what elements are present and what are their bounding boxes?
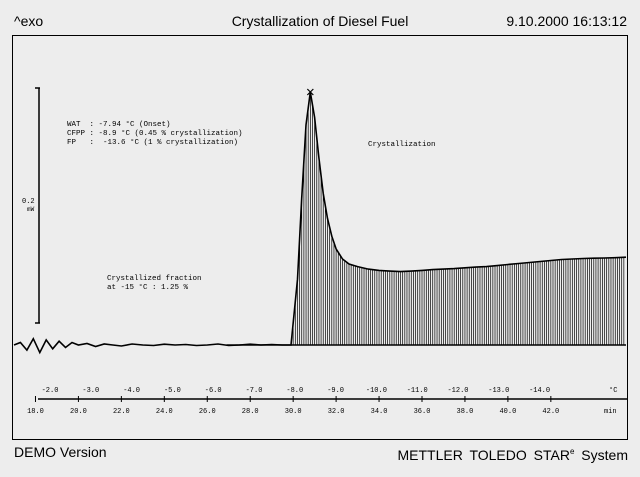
annotation-wat: WAT : -7.94 °C (Onset) xyxy=(67,120,171,129)
demo-version-label: DEMO Version xyxy=(14,444,107,460)
brand-name: METTLER TOLEDO STAR xyxy=(397,447,570,463)
temperature-tick-label: -5.0 xyxy=(164,387,181,395)
temperature-tick-label: -3.0 xyxy=(82,387,99,395)
time-tick-label: 24.0 xyxy=(156,408,173,416)
temperature-axis-unit: °C xyxy=(609,386,617,395)
time-tick-label: 34.0 xyxy=(371,408,388,416)
crystallization-area-hatch xyxy=(292,92,625,345)
time-tick-label: 38.0 xyxy=(457,408,474,416)
temperature-tick-label: -6.0 xyxy=(205,387,222,395)
temperature-tick-label: -12.0 xyxy=(447,387,468,395)
dsc-curve xyxy=(13,91,627,355)
time-tick-label: 20.0 xyxy=(70,408,87,416)
temperature-tick-label: -4.0 xyxy=(123,387,140,395)
time-tick-label: 18.0 xyxy=(27,408,44,416)
annotation-cfpp: CFPP : -8.9 °C (0.45 % crystallization) xyxy=(67,129,243,138)
temperature-tick-label: -14.0 xyxy=(529,387,550,395)
brand-label: METTLER TOLEDO STARe System xyxy=(397,444,628,463)
temperature-tick-label: -10.0 xyxy=(366,387,387,395)
exo-direction-label: ^exo xyxy=(14,13,44,29)
time-tick-label: 30.0 xyxy=(285,408,302,416)
temperature-tick-label: -11.0 xyxy=(407,387,428,395)
time-tick-label: 26.0 xyxy=(199,408,216,416)
temperature-tick-labels: -2.0 -3.0 -4.0 -5.0 -6.0 -7.0 -8.0 -9.0 -10.0 -11… xyxy=(42,387,551,395)
time-tick-labels: 18.0 20.0 22.0 24.0 26.0 28.0 30.0 32.0 34.0 36.0… xyxy=(27,396,559,416)
brand-suffix: System xyxy=(574,447,628,463)
brand-superscript: e xyxy=(569,447,575,456)
time-tick-label: 28.0 xyxy=(242,408,259,416)
temperature-tick-label: -7.0 xyxy=(246,387,263,395)
time-axis-unit: min xyxy=(604,408,617,416)
plot-frame xyxy=(12,35,628,440)
scale-bar-value: 0.2 xyxy=(22,198,35,206)
time-tick-label: 32.0 xyxy=(328,408,345,416)
peak-marker xyxy=(306,88,314,96)
time-tick-label: 22.0 xyxy=(113,408,130,416)
temperature-tick-label: -8.0 xyxy=(286,387,303,395)
time-tick-label: 42.0 xyxy=(542,408,559,416)
annotation-fp: FP : -13.6 °C (1 % crystallization) xyxy=(67,138,238,147)
temperature-tick-label: -9.0 xyxy=(327,387,344,395)
timestamp: 9.10.2000 16:13:12 xyxy=(506,13,627,29)
time-tick-label: 36.0 xyxy=(414,408,431,416)
peak-marker-stroke xyxy=(306,88,314,96)
temperature-tick-label: -2.0 xyxy=(42,387,59,395)
scale-bar-unit: mW xyxy=(27,206,35,213)
time-tick-label: 40.0 xyxy=(499,408,516,416)
annotation-peak-label: Crystallization xyxy=(368,141,436,149)
annotation-fraction-line1: Crystallized fraction xyxy=(107,275,202,283)
annotation-fraction-line2: at -15 °C : 1.25 % xyxy=(107,283,189,292)
chart-title: Crystallization of Diesel Fuel xyxy=(231,13,409,29)
temperature-tick-label: -13.0 xyxy=(488,387,509,395)
